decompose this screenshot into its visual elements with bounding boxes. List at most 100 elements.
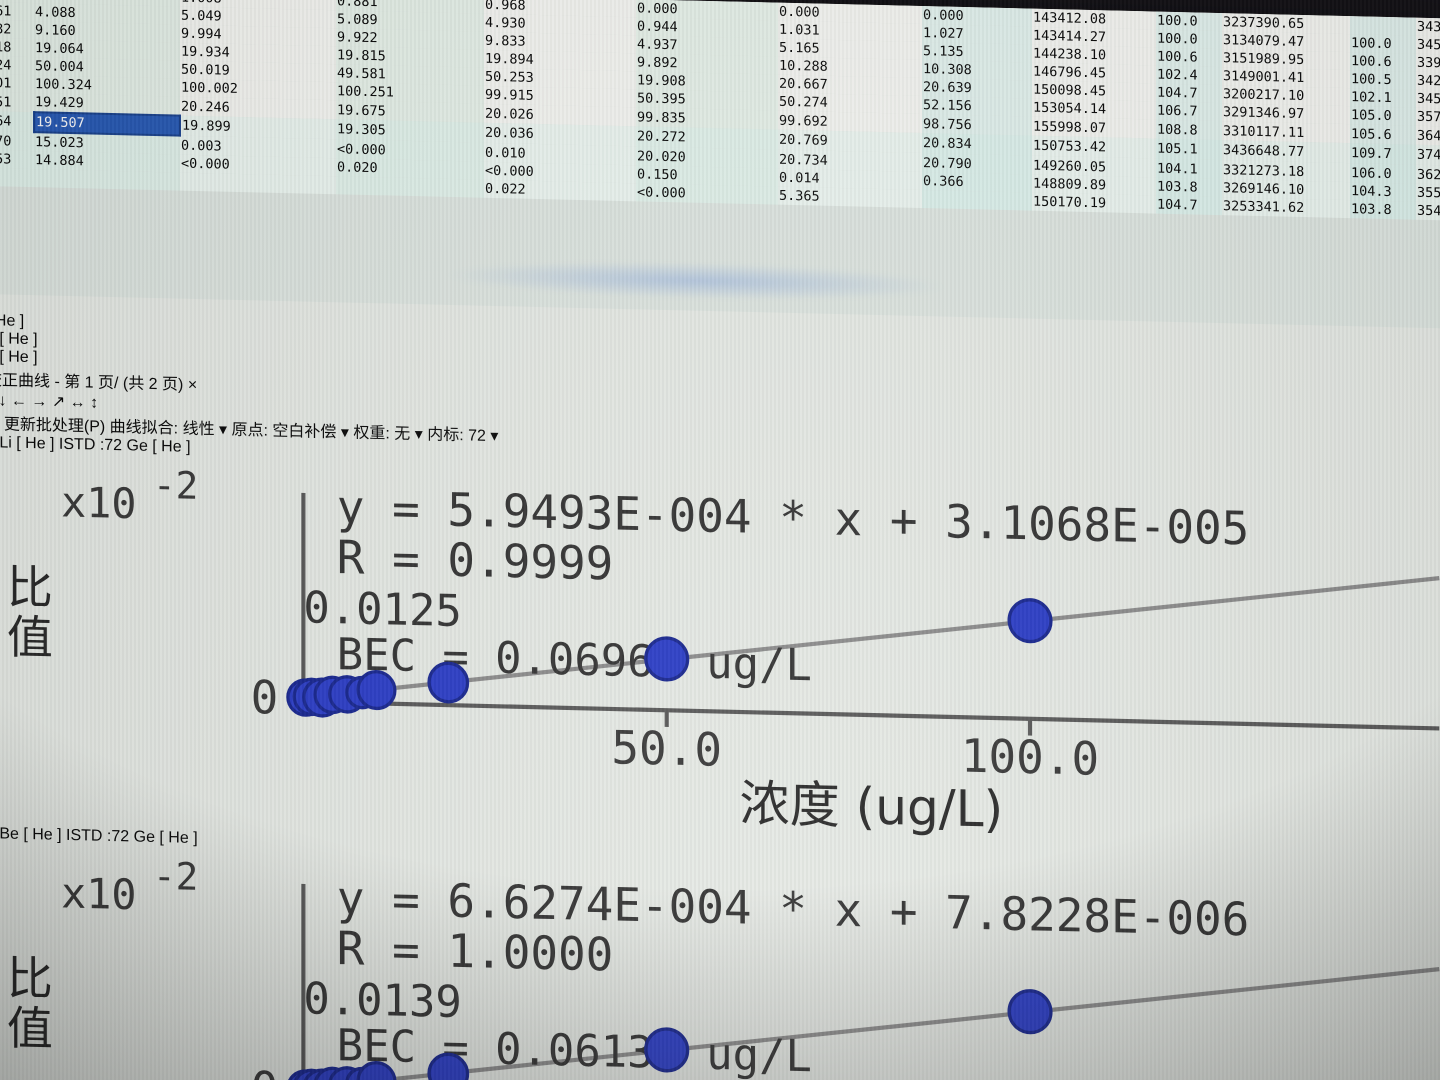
table-cell[interactable]: 3541690 [1416,201,1440,222]
svg-text:浓度 (ug/L): 浓度 (ug/L) [740,774,1004,839]
istd-value: 72 [468,427,486,445]
svg-text:R = 0.9999: R = 0.9999 [337,530,614,591]
data-point[interactable] [1007,988,1053,1034]
table-cell[interactable]: 100.6 [1350,52,1416,72]
table-cell[interactable]: 3554532 [1416,183,1440,204]
table-cell[interactable]: 3425122 [1416,71,1440,92]
table-cell[interactable]: 106.7 [1156,101,1222,122]
table-cell[interactable]: 105.6 [1350,124,1416,145]
table-cell[interactable]: 918 [0,38,34,58]
table-cell[interactable]: 150170.19 [1032,192,1156,214]
table-cell[interactable] [336,176,484,198]
plot-grid: 7 Li [ He ] ISTD :72 Ge [ He ] x10 -2 比值 0 50… [0,434,1440,1080]
table-cell[interactable]: <0.000 [636,183,778,205]
table-cell[interactable]: 5.365 [778,186,922,209]
table-cell[interactable]: 953 [0,150,34,170]
table-cell[interactable] [922,190,1032,211]
svg-text:R = 1.0000: R = 1.0000 [337,921,614,982]
table-cell[interactable]: 3458754 [1416,35,1440,56]
table-cell[interactable]: 3399381 [1416,53,1440,74]
table-cell[interactable]: 0.022 [484,179,636,202]
table-cell[interactable]: 100.6 [1156,47,1222,68]
table-cell[interactable]: 105.0 [1350,106,1416,126]
table-cell[interactable]: 109.7 [1350,143,1416,165]
svg-text:值: 值 [7,1000,53,1055]
table-cell[interactable]: 3628517 [1416,164,1440,186]
istd-select[interactable]: 72 ▾ [468,427,498,445]
calibration-plot[interactable]: 7 Li [ He ] ISTD :72 Ge [ He ] x10 -2 比值 0 50… [0,434,1440,859]
origin-select[interactable]: 空白补偿 ▾ [272,423,353,442]
table-cell[interactable]: 20.790 [922,153,1032,175]
table-cell[interactable]: 105.1 [1156,138,1222,161]
calibration-plot[interactable]: 9 Be [ He ] ISTD :72 Ge [ He ]x10-2比值050… [0,825,1440,1080]
table-cell[interactable]: 100.5 [1350,70,1416,90]
table-cell[interactable]: 951 [0,92,34,113]
close-icon[interactable]: × [187,376,198,394]
svg-text:比: 比 [7,560,53,615]
table-cell[interactable]: 3573349 [1416,107,1440,128]
table-cell[interactable]: 104.7 [1156,83,1222,104]
window-controls: × [188,377,197,394]
svg-text:比: 比 [7,950,53,1005]
table-cell[interactable]: 100.0 [1350,34,1416,54]
table-cell[interactable]: 3645649 [1416,125,1440,147]
data-point[interactable] [644,636,690,682]
table-cell[interactable]: 104.7 [1156,195,1222,216]
table-cell[interactable]: 001 [0,74,34,94]
table-cell[interactable]: 103.8 [1350,200,1416,220]
table-cell[interactable]: 98.756 [922,114,1032,136]
zoom-horizontal-icon[interactable]: ↔ [69,393,86,412]
next-page-button[interactable]: → [31,393,48,411]
next-row-button[interactable]: ↓ [0,392,7,410]
table-cell[interactable]: 100.0 [1156,11,1222,32]
data-point[interactable] [427,661,470,704]
table-cell[interactable]: 3456429 [1416,89,1440,110]
table-cell[interactable]: 104.3 [1350,182,1416,202]
prev-page-button[interactable]: ← [10,392,27,410]
curve-fit-select[interactable]: 线性 ▾ [183,421,232,439]
chevron-down-icon: ▾ [490,427,499,446]
data-point[interactable] [644,1026,690,1072]
svg-text:x10: x10 [61,477,136,528]
curve-fit-value: 线性 [182,420,215,439]
table-cell[interactable]: 106.0 [1350,163,1416,184]
data-point[interactable] [356,1060,397,1080]
update-batch-button[interactable]: 更新批处理(P) [3,416,106,436]
zoom-free-icon[interactable]: ↗ [51,393,66,411]
data-point[interactable] [1007,598,1053,644]
table-cell[interactable]: 102.4 [1156,65,1222,86]
table-cell[interactable]: 100.0 [1156,29,1222,50]
chevron-down-icon: ▾ [414,426,423,444]
table-cell[interactable]: 104.1 [1156,158,1222,180]
table-cell[interactable] [180,172,336,195]
weight-select[interactable]: 无 ▾ [394,426,427,444]
table-cell[interactable]: 20.834 [922,133,1032,156]
table-cell[interactable]: 3253341.62 [1222,197,1350,219]
data-point[interactable] [427,1052,470,1080]
svg-text:0.0125: 0.0125 [303,582,461,637]
svg-text:-2: -2 [153,853,198,898]
table-cell[interactable]: 682 [0,20,34,40]
table-cell[interactable]: 108.8 [1156,119,1222,141]
screen-glare [446,256,946,305]
table-cell[interactable]: 3432356 [1416,17,1440,38]
table-cell[interactable]: 103.8 [1156,177,1222,198]
calibration-window: 校正曲线 - 第 1 页/ (共 2 页) × ↑ ↓ ← → [0,366,1440,1080]
table-cell[interactable]: 761 [0,2,34,22]
data-point[interactable] [356,670,397,711]
table-cell[interactable]: 664 [0,111,34,133]
table-cell[interactable]: 070 [0,131,34,152]
table-cell[interactable] [0,168,34,188]
table-cell[interactable] [34,169,180,191]
table-cell[interactable]: 102.1 [1350,88,1416,108]
table-body: 7110.0661.0080.8810.9680.0000.0000.00014… [0,0,1440,222]
table-cell[interactable]: 3746449 [1416,144,1440,167]
results-table-area: 7110.0661.0080.8810.9680.0000.0000.00014… [0,0,1440,329]
zoom-vertical-icon[interactable]: ↕ [90,394,99,412]
svg-text:50.0: 50.0 [611,720,722,777]
table-cell[interactable] [1350,16,1416,36]
table-cell[interactable]: 124 [0,56,34,76]
